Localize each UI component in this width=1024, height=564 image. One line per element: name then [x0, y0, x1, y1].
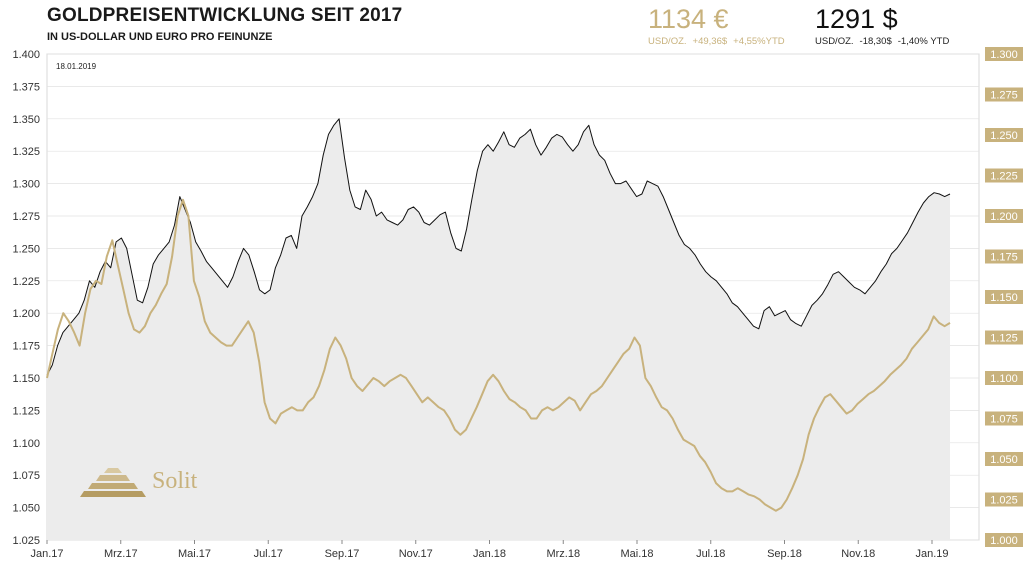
- right-tick-label: 1.000: [990, 535, 1018, 547]
- eur-price-panel: 1134 € USD/OZ. +49,36$ +4,55%YTD: [648, 4, 791, 47]
- x-tick-label: Mrz.18: [546, 548, 580, 560]
- x-tick-label: Mrz.17: [104, 548, 138, 560]
- right-tick-box: [985, 47, 1023, 61]
- right-tick-box: [985, 249, 1023, 264]
- page-subtitle: IN US-DOLLAR UND EURO PRO FEINUNZE: [47, 31, 273, 43]
- right-tick-box: [985, 168, 1023, 183]
- logo-icon: [80, 468, 146, 497]
- x-tick-label: Jan.18: [473, 548, 506, 560]
- right-tick-label: 1.025: [990, 495, 1018, 507]
- right-tick-label: 1.125: [990, 333, 1018, 345]
- left-tick-label: 1.100: [12, 438, 40, 450]
- right-tick-box: [985, 290, 1023, 304]
- usd-area: [47, 118, 950, 541]
- right-tick-box: [985, 371, 1023, 385]
- chart-date-label: 18.01.2019: [56, 62, 97, 71]
- right-tick-box: [985, 492, 1023, 507]
- right-tick-box: [985, 128, 1023, 142]
- left-tick-label: 1.050: [12, 503, 40, 515]
- x-tick-label: Jul.18: [696, 548, 725, 560]
- left-tick-label: 1.125: [12, 405, 40, 417]
- x-tick-label: Mai.17: [178, 548, 211, 560]
- eur-price: 1134 €: [648, 4, 729, 34]
- eur-unit: USD/OZ.: [648, 36, 687, 47]
- left-tick-label: 1.025: [12, 535, 40, 547]
- left-tick-label: 1.175: [12, 341, 40, 353]
- right-tick-label: 1.275: [990, 90, 1018, 102]
- left-tick-label: 1.225: [12, 276, 40, 288]
- usd-change-pct: -1,40% YTD: [897, 36, 950, 47]
- usd-area-fill: [47, 118, 950, 541]
- right-tick-box: [985, 330, 1023, 345]
- page-title: GOLDPREISENTWICKLUNG SEIT 2017: [47, 5, 403, 26]
- x-tick-label: Sep.17: [325, 548, 360, 560]
- left-tick-label: 1.350: [12, 114, 40, 126]
- right-tick-label: 1.175: [990, 252, 1018, 264]
- usd-change-abs: -18,30$: [859, 36, 892, 47]
- x-axis-ticks: Jan.17 Mrz.17 Mai.17 Jul.17 Sep.17 Nov.17 Jan.…: [30, 540, 949, 560]
- left-tick-label: 1.275: [12, 211, 40, 223]
- left-tick-label: 1.375: [12, 81, 40, 93]
- x-tick-label: Jan.19: [915, 548, 948, 560]
- usd-series-line: [46, 118, 951, 376]
- x-tick-label: Sep.18: [767, 548, 802, 560]
- left-tick-label: 1.150: [12, 373, 40, 385]
- x-tick-label: Nov.18: [841, 548, 875, 560]
- right-tick-label: 1.150: [990, 292, 1018, 304]
- eur-series-line: [46, 198, 951, 512]
- right-tick-label: 1.050: [990, 454, 1018, 466]
- right-tick-box: [985, 411, 1023, 426]
- usd-price-details: USD/OZ. -18,30$ -1,40% YTD: [815, 36, 955, 47]
- usd-unit: USD/OZ.: [815, 36, 854, 47]
- right-tick-box: [985, 533, 1023, 547]
- eur-change-pct: +4,55%YTD: [733, 36, 785, 47]
- chart-series: [46, 118, 951, 512]
- left-tick-label: 1.200: [12, 308, 40, 320]
- x-tick-label: Mai.18: [620, 548, 653, 560]
- logo-text: Solit: [152, 468, 198, 494]
- left-tick-label: 1.250: [12, 243, 40, 255]
- usd-price-panel: 1291 $ USD/OZ. -18,30$ -1,40% YTD: [815, 4, 955, 47]
- x-tick-label: Nov.17: [399, 548, 433, 560]
- right-tick-label: 1.075: [990, 414, 1018, 426]
- left-axis-ticks: 1.400 1.375 1.350 1.325 1.300 1.275 1.250 1.225…: [12, 49, 40, 547]
- right-tick-label: 1.200: [990, 211, 1018, 223]
- right-tick-box: [985, 209, 1023, 223]
- left-tick-label: 1.325: [12, 146, 40, 158]
- right-tick-box: [985, 452, 1023, 466]
- left-tick-label: 1.075: [12, 470, 40, 482]
- eur-change-abs: +49,36$: [692, 36, 728, 47]
- left-tick-label: 1.400: [12, 49, 40, 61]
- eur-price-details: USD/OZ. +49,36$ +4,55%YTD: [648, 36, 791, 47]
- right-tick-label: 1.300: [990, 49, 1018, 61]
- right-tick-box: [985, 87, 1023, 102]
- x-tick-label: Jan.17: [30, 548, 63, 560]
- right-tick-label: 1.250: [990, 130, 1018, 142]
- left-tick-label: 1.300: [12, 179, 40, 191]
- usd-price: 1291 $: [815, 4, 898, 34]
- right-axis-ticks: 1.300 1.275 1.250 1.225 1.200 1.175 1.150 1.125…: [985, 47, 1023, 547]
- x-tick-label: Jul.17: [254, 548, 283, 560]
- right-tick-label: 1.225: [990, 171, 1018, 183]
- right-tick-label: 1.100: [990, 373, 1018, 385]
